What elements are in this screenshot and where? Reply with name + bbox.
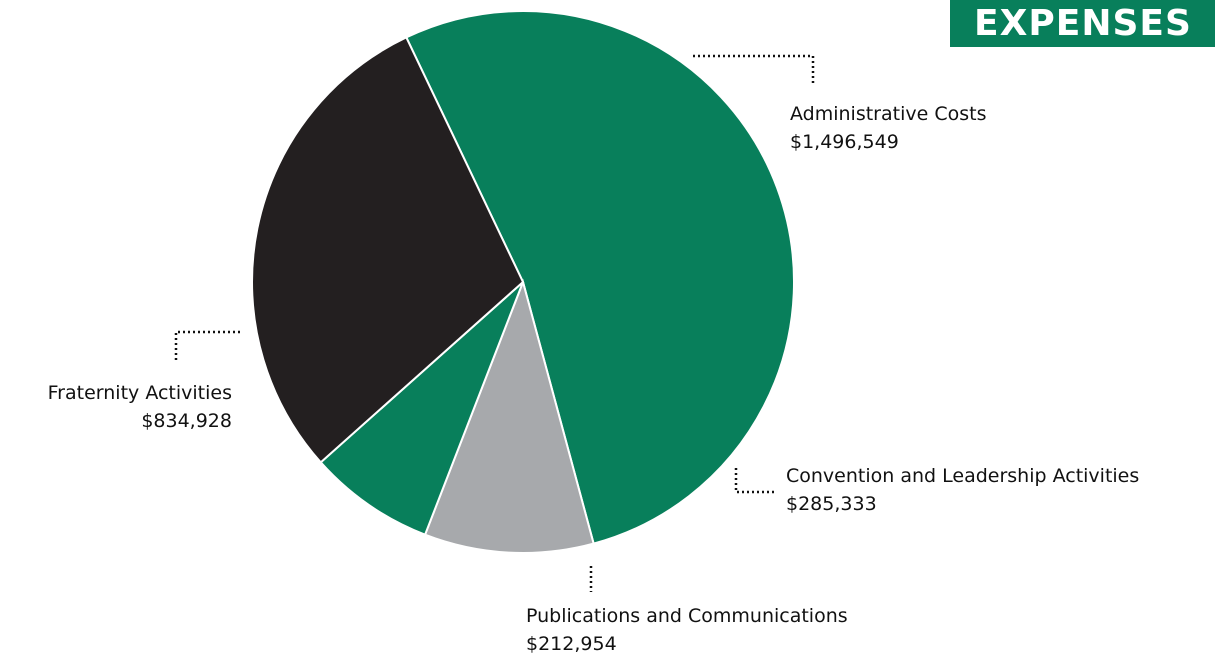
leader-lines	[174, 54, 815, 592]
value-label: $285,333	[786, 493, 877, 515]
pie-slice-administrative-costs	[404, 10, 796, 545]
label-convention-leadership: Convention and Leadership Activities $28…	[786, 462, 1139, 518]
pie-slice-fraternity-activities	[251, 36, 525, 464]
label-fraternity-activities: Fraternity Activities $834,928	[0, 379, 232, 435]
label-administrative-costs: Administrative Costs $1,496,549	[790, 100, 986, 156]
category-label: Administrative Costs	[790, 103, 987, 125]
leader-fraternity-activities	[174, 330, 240, 362]
label-publications-communications: Publications and Communications $212,954	[526, 602, 848, 658]
chart-title: EXPENSES	[950, 0, 1215, 47]
category-label: Publications and Communications	[526, 605, 848, 627]
category-label: Convention and Leadership Activities	[786, 465, 1140, 487]
pie-slice-convention-leadership	[423, 278, 595, 554]
pie-slice-publications-communications	[319, 281, 524, 536]
leader-convention-leadership	[734, 468, 775, 494]
value-label: $212,954	[526, 633, 617, 655]
value-label: $834,928	[141, 410, 232, 432]
pie-slices	[251, 10, 796, 554]
value-label: $1,496,549	[790, 131, 899, 153]
leader-administrative-costs	[693, 54, 815, 86]
category-label: Fraternity Activities	[47, 382, 232, 404]
